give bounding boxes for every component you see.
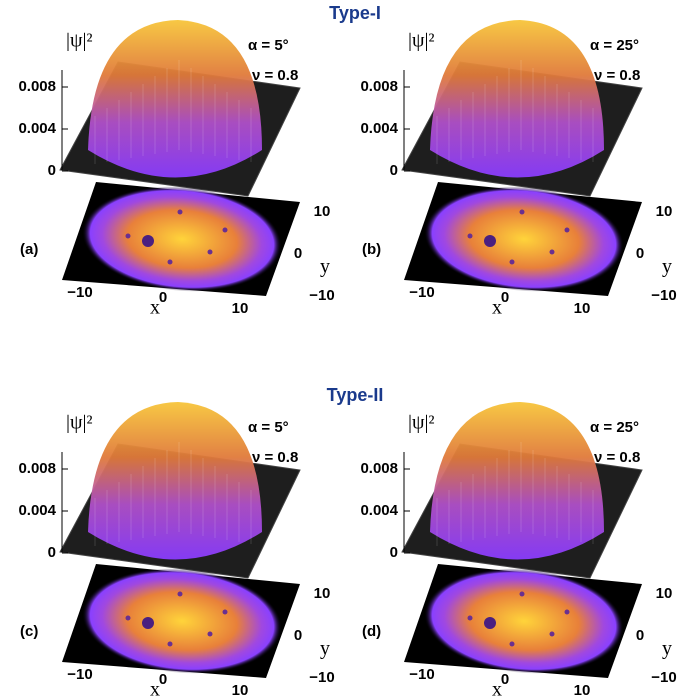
x-tick-label: −10 bbox=[409, 284, 434, 301]
x-tick-label: 0 bbox=[159, 289, 167, 306]
nu-label: ν = 0.8 bbox=[252, 67, 298, 84]
alpha-label: α = 25° bbox=[590, 419, 639, 436]
z-tick-label: 0 bbox=[390, 162, 398, 179]
alpha-label: α = 5° bbox=[248, 37, 289, 54]
z-tick-label: 0.004 bbox=[360, 502, 398, 519]
y-label: y bbox=[320, 638, 330, 660]
z-tick-label: 0.004 bbox=[360, 120, 398, 137]
y-tick-label: 10 bbox=[656, 585, 673, 602]
y-tick-label: 10 bbox=[314, 585, 331, 602]
panel: |ψ|² α = 25° ν = 0.8 0.008 0.004 0 (d) 10 0 −10 y −… bbox=[360, 402, 676, 698]
vortex bbox=[468, 234, 473, 239]
surface-dome bbox=[430, 402, 604, 560]
z-tick-label: 0 bbox=[390, 544, 398, 561]
vortex bbox=[208, 250, 213, 255]
panel: |ψ|² α = 25° ν = 0.8 0.008 0.004 0 (b) 10 0 −10 y −… bbox=[360, 20, 676, 319]
x-tick-label: 0 bbox=[501, 671, 509, 688]
y-tick-label: −10 bbox=[309, 669, 334, 686]
surface-dome bbox=[430, 20, 604, 178]
z-tick-label: 0.008 bbox=[18, 78, 56, 95]
vortex bbox=[142, 617, 154, 629]
x-label: x bbox=[492, 297, 502, 319]
panel-label: (b) bbox=[362, 241, 381, 258]
z-tick-label: 0 bbox=[48, 544, 56, 561]
x-tick-label: 10 bbox=[574, 682, 591, 698]
vortex bbox=[510, 260, 515, 265]
z-tick-label: 0.004 bbox=[18, 502, 56, 519]
y-label: y bbox=[662, 638, 672, 660]
x-tick-label: 10 bbox=[574, 300, 591, 317]
vortex bbox=[468, 616, 473, 621]
x-tick-label: 10 bbox=[232, 682, 249, 698]
vortex bbox=[550, 632, 555, 637]
panel: |ψ|² α = 5° ν = 0.8 0.008 0.004 0 (c) 10 0 −10 y −1… bbox=[18, 402, 334, 698]
vortex bbox=[223, 228, 228, 233]
vortex bbox=[484, 235, 496, 247]
y-label: y bbox=[662, 256, 672, 278]
nu-label: ν = 0.8 bbox=[594, 67, 640, 84]
y-tick-label: −10 bbox=[309, 287, 334, 304]
z-label: |ψ|² bbox=[66, 30, 93, 52]
x-tick-label: −10 bbox=[67, 284, 92, 301]
x-label: x bbox=[150, 297, 160, 319]
vortex bbox=[178, 210, 183, 215]
vortex bbox=[565, 228, 570, 233]
y-tick-label: 10 bbox=[314, 203, 331, 220]
vortex bbox=[126, 616, 131, 621]
vortex bbox=[550, 250, 555, 255]
z-tick-label: 0.008 bbox=[360, 78, 398, 95]
z-label: |ψ|² bbox=[408, 30, 435, 52]
y-label: y bbox=[320, 256, 330, 278]
x-label: x bbox=[492, 679, 502, 698]
y-tick-label: −10 bbox=[651, 287, 676, 304]
vortex bbox=[520, 210, 525, 215]
z-tick-label: 0.004 bbox=[18, 120, 56, 137]
panel-label: (d) bbox=[362, 623, 381, 640]
y-tick-label: 0 bbox=[294, 245, 302, 262]
y-tick-label: 0 bbox=[294, 627, 302, 644]
z-tick-label: 0.008 bbox=[360, 460, 398, 477]
x-tick-label: −10 bbox=[67, 666, 92, 683]
vortex bbox=[168, 642, 173, 647]
vortex bbox=[520, 592, 525, 597]
y-tick-label: 0 bbox=[636, 627, 644, 644]
z-label: |ψ|² bbox=[66, 412, 93, 434]
alpha-label: α = 25° bbox=[590, 37, 639, 54]
x-tick-label: 10 bbox=[232, 300, 249, 317]
y-tick-label: 0 bbox=[636, 245, 644, 262]
vortex bbox=[484, 617, 496, 629]
vortex bbox=[142, 235, 154, 247]
nu-label: ν = 0.8 bbox=[252, 449, 298, 466]
vortex bbox=[126, 234, 131, 239]
alpha-label: α = 5° bbox=[248, 419, 289, 436]
x-tick-label: 0 bbox=[159, 671, 167, 688]
z-tick-label: 0.008 bbox=[18, 460, 56, 477]
nu-label: ν = 0.8 bbox=[594, 449, 640, 466]
y-tick-label: −10 bbox=[651, 669, 676, 686]
x-label: x bbox=[150, 679, 160, 698]
vortex bbox=[223, 610, 228, 615]
z-label: |ψ|² bbox=[408, 412, 435, 434]
vortex bbox=[208, 632, 213, 637]
vortex bbox=[565, 610, 570, 615]
surface-dome bbox=[88, 402, 262, 560]
x-tick-label: 0 bbox=[501, 289, 509, 306]
panel-label: (a) bbox=[20, 241, 38, 258]
x-tick-label: −10 bbox=[409, 666, 434, 683]
vortex bbox=[510, 642, 515, 647]
panel-label: (c) bbox=[20, 623, 38, 640]
panel: |ψ|² α = 5° ν = 0.8 0.008 0.004 0 (a) 10 0 −10 y −1… bbox=[18, 20, 334, 319]
z-tick-label: 0 bbox=[48, 162, 56, 179]
y-tick-label: 10 bbox=[656, 203, 673, 220]
vortex bbox=[168, 260, 173, 265]
section-title: Type-II bbox=[327, 385, 384, 405]
vortex bbox=[178, 592, 183, 597]
figure: Type-I |ψ|² α = 5° ν = 0.8 0.008 0.004 0 (a) 10 0… bbox=[0, 0, 678, 698]
surface-dome bbox=[88, 20, 262, 178]
section-title: Type-I bbox=[329, 3, 381, 23]
